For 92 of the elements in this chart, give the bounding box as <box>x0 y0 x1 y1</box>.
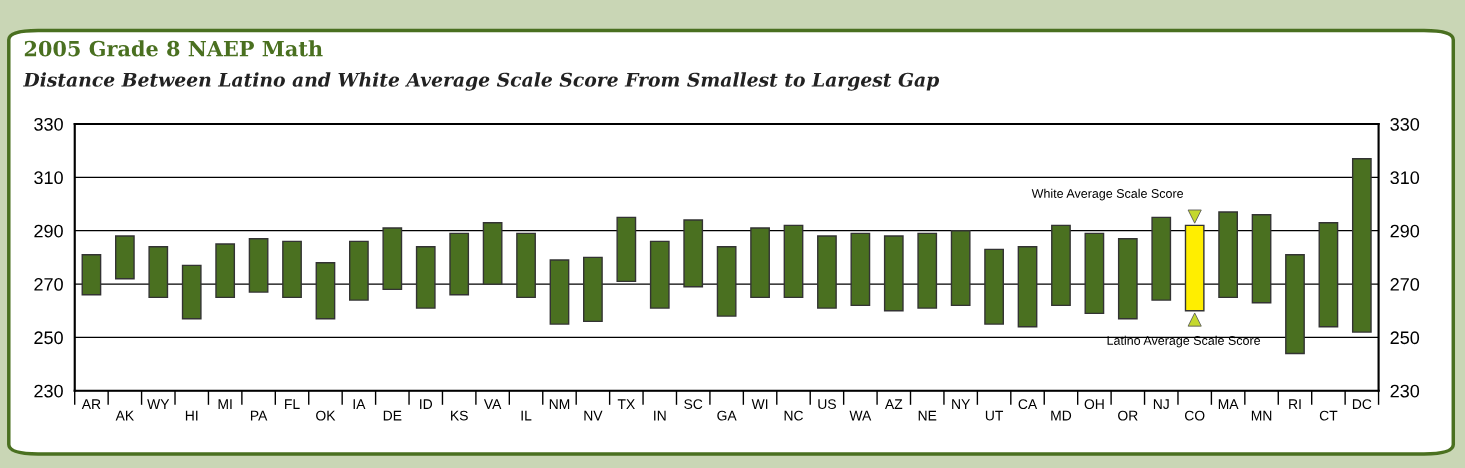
y-tick-label: 270 <box>34 278 63 291</box>
x-tick-label: MA <box>1218 399 1239 409</box>
x-tick-label: UT <box>985 410 1004 421</box>
y2-tick-label: 330 <box>1390 117 1420 131</box>
x-tick-label: MD <box>1051 410 1072 421</box>
bar <box>750 227 770 299</box>
bar <box>649 240 670 309</box>
y-tick-label: 330 <box>34 117 63 131</box>
x-tick-label: PA <box>250 410 268 421</box>
x-tick-label: NM <box>549 399 570 409</box>
y-tick-label: 230 <box>34 384 63 398</box>
bar <box>181 264 202 320</box>
bar <box>348 240 369 301</box>
bar <box>1017 246 1038 328</box>
x-tick-label: MI <box>218 399 232 409</box>
x-tick-label: WY <box>147 399 170 409</box>
bar <box>1285 254 1305 355</box>
bar <box>1151 216 1172 301</box>
bar <box>716 246 737 317</box>
bar <box>148 246 169 299</box>
bar <box>315 262 336 320</box>
x-tick-label: VA <box>483 399 502 409</box>
bar <box>1051 224 1071 307</box>
x-tick-label: OK <box>316 410 336 421</box>
x-tick-label: ID <box>420 399 433 409</box>
bar <box>683 219 704 288</box>
bar <box>382 227 403 291</box>
x-tick-label: RI <box>1289 399 1301 409</box>
x-tick-label: IN <box>654 410 666 421</box>
y-tick-label: 310 <box>34 171 63 185</box>
x-tick-label: US <box>818 399 836 410</box>
bar <box>817 235 837 309</box>
bar <box>449 232 470 296</box>
x-tick-label: NY <box>952 399 971 409</box>
x-tick-label: NV <box>584 410 603 421</box>
bar <box>783 224 804 299</box>
bar <box>215 243 236 299</box>
bar <box>950 230 971 307</box>
chart-subtitle: Distance Between Latino and White Average Scale Score From Smallest to Largest Gap <box>23 72 940 91</box>
chart-title: 2005 Grade 8 NAEP Math <box>24 40 323 57</box>
x-tick-label: TX <box>617 399 635 409</box>
bar <box>1251 214 1272 304</box>
x-tick-label: KS <box>451 410 468 421</box>
y2-tick-label: 310 <box>1390 171 1420 185</box>
y-tick-label: 250 <box>34 331 63 345</box>
x-tick-label: HI <box>185 410 198 421</box>
x-tick-label: DE <box>383 410 402 421</box>
bar <box>516 232 536 299</box>
bar <box>1351 158 1372 333</box>
bar <box>984 248 1004 325</box>
x-tick-label: AR <box>81 399 101 409</box>
bar <box>415 246 436 309</box>
x-tick-label: CT <box>1319 410 1338 421</box>
x-tick-label: IA <box>353 399 366 409</box>
x-tick-label: SC <box>684 399 703 410</box>
x-tick-label: NC <box>784 410 803 421</box>
x-tick-label: MN <box>1251 410 1272 421</box>
annotation: White Average Scale Score <box>1031 188 1184 201</box>
y2-tick-label: 250 <box>1390 331 1420 345</box>
bar <box>850 232 871 307</box>
bar <box>248 238 269 293</box>
y-tick-label: 290 <box>34 224 63 238</box>
bar <box>583 256 603 323</box>
bar <box>282 240 302 299</box>
x-tick-label: GA <box>717 410 737 421</box>
x-tick-label: CA <box>1018 399 1038 410</box>
x-tick-label: OR <box>1118 410 1138 421</box>
y2-tick-label: 270 <box>1390 278 1420 291</box>
x-tick-label: AZ <box>884 399 903 409</box>
bar <box>1218 211 1239 299</box>
bar <box>883 235 904 312</box>
bar <box>482 222 503 285</box>
bar <box>1117 238 1138 320</box>
bar <box>114 235 135 280</box>
y2-tick-label: 230 <box>1390 384 1420 398</box>
bar <box>1318 222 1339 328</box>
bar <box>616 216 637 283</box>
x-tick-label: DC <box>1352 399 1372 410</box>
x-tick-label: AK <box>115 410 134 421</box>
bar <box>1084 232 1105 315</box>
x-tick-label: IL <box>521 410 532 421</box>
x-tick-label: WA <box>849 410 872 421</box>
x-tick-label: OH <box>1084 399 1104 410</box>
bar <box>917 232 938 309</box>
bar <box>81 254 102 296</box>
x-tick-label: NJ <box>1153 399 1169 410</box>
x-tick-label: NE <box>918 410 937 421</box>
bar <box>549 259 570 325</box>
x-tick-label: FL <box>285 399 300 409</box>
x-tick-label: CO <box>1184 410 1205 421</box>
y2-tick-label: 290 <box>1390 224 1420 238</box>
x-tick-label: WI <box>751 399 768 409</box>
